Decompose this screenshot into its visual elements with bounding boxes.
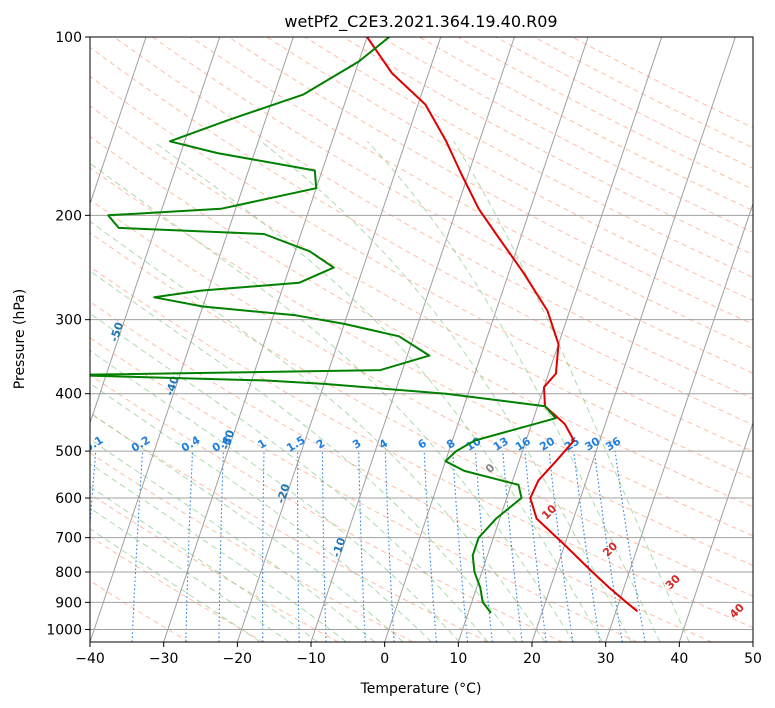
mixing-ratio-line (548, 451, 574, 642)
y-tick-label: 600 (55, 491, 82, 507)
isotherm-label: -50 (107, 320, 126, 343)
chart-title: wetPf2_C2E3.2021.364.19.40.R09 (284, 12, 557, 32)
x-tick-label: 0 (380, 651, 389, 667)
y-tick-label: 200 (55, 208, 82, 224)
mixing-ratio-line (502, 451, 523, 642)
x-tick-label: −30 (149, 651, 179, 667)
isotherm-line (457, 37, 663, 642)
isotherm-line (90, 37, 221, 425)
dry-adiabat-line (90, 301, 712, 642)
dry-adiabat-line (90, 75, 753, 453)
isotherm-line (384, 37, 589, 642)
isotherm-line (236, 37, 442, 642)
isotherm-label: -60 (52, 266, 71, 289)
dry-adiabat-line (90, 105, 753, 480)
x-tick-label: 20 (523, 651, 541, 667)
mixing-ratio-line (474, 451, 493, 642)
x-tick-label: −40 (75, 651, 105, 667)
x-tick-label: −20 (223, 651, 253, 667)
dry-adiabat-line (90, 266, 753, 629)
mixing-ratio-line (524, 451, 547, 642)
isotherm-line (163, 37, 368, 642)
mixing-ratio-line (573, 451, 601, 642)
isotherm-line (0, 37, 72, 642)
temperature-line (366, 37, 638, 612)
isotherm-line (531, 37, 736, 642)
isotherm-line (310, 37, 515, 642)
x-tick-label: 40 (670, 651, 688, 667)
dry-adiabat-line (190, 37, 753, 350)
isotherm-line (605, 202, 753, 642)
tick-layer: −40 −30 −20 −10 0 10 20 30 40 50 100 200 300 400 500 60… (46, 30, 762, 667)
mixing-ratio-line (593, 451, 623, 642)
y-tick-label: 800 (55, 565, 82, 581)
mixing-ratio-line (452, 451, 469, 642)
isotherm-label: -70 (0, 213, 15, 236)
isotherm-label: -10 (330, 536, 349, 559)
y-tick-label: 400 (55, 387, 82, 403)
dewpoint-line (90, 37, 557, 614)
x-tick-label: 50 (744, 651, 762, 667)
dry-adiabat-line (90, 412, 488, 642)
dry-adiabat-line (113, 37, 753, 400)
isotherm-label: -40 (163, 374, 182, 397)
isotherm-line (678, 421, 753, 642)
y-tick-label: 100 (55, 30, 82, 46)
isotherm-line (90, 37, 147, 206)
isotherm-line (752, 640, 753, 642)
y-tick-label: 300 (55, 313, 82, 329)
dry-adiabat-line (90, 167, 753, 537)
y-tick-label: 900 (55, 595, 82, 611)
isotherm-line (90, 37, 294, 642)
y-tick-label: 1000 (46, 622, 82, 638)
dry-adiabat-line (90, 46, 753, 426)
isotherm-label: -20 (274, 482, 293, 505)
plot-background (90, 37, 753, 642)
x-tick-label: −10 (296, 651, 326, 667)
x-axis-label: Temperature (°C) (360, 681, 482, 697)
plot-frame (89, 36, 754, 643)
x-tick-label: 10 (449, 651, 467, 667)
grid-layer: -100-90-80-70-60-50-40-30-20-100.10.20.4… (0, 37, 753, 642)
dry-adiabat-line (266, 37, 753, 302)
y-tick-label: 700 (55, 531, 82, 547)
dry-adiabat-line (90, 135, 753, 508)
series-layer (90, 37, 638, 614)
x-tick-label: 30 (597, 651, 615, 667)
y-axis-label: Pressure (hPa) (12, 289, 28, 389)
isotherm-label: -30 (219, 428, 238, 451)
y-tick-label: 500 (55, 444, 82, 460)
dry-adiabat-line (90, 535, 264, 642)
